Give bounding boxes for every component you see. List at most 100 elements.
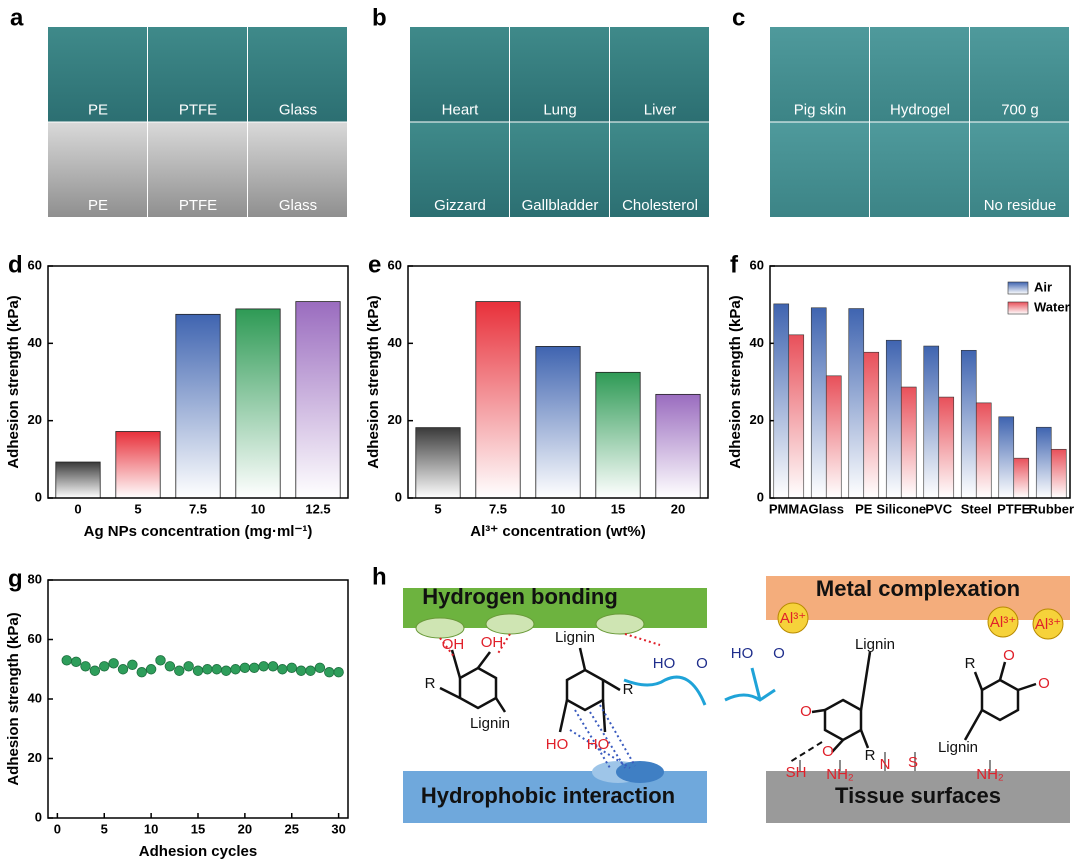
point — [305, 665, 316, 676]
ion: Al³⁺ — [1035, 616, 1061, 633]
y-tick-label: 20 — [388, 412, 402, 427]
point — [192, 665, 204, 676]
group: Lignin — [555, 629, 595, 646]
y-tick-label: 0 — [35, 489, 42, 504]
photo — [248, 122, 347, 217]
bar — [1050, 448, 1067, 499]
y-tick-label: 20 — [28, 750, 42, 765]
diagram: h Hydrogen bonding Metal complexation Hy… — [372, 563, 1070, 823]
x-tick-label: 5 — [434, 501, 441, 516]
bar — [1035, 426, 1052, 499]
x-tick-label: Silicone — [876, 501, 926, 516]
ion: Al³⁺ — [780, 610, 806, 627]
x-tick-label: 0 — [74, 501, 81, 516]
point — [174, 665, 185, 676]
photo — [870, 122, 969, 217]
plot-frame — [407, 265, 709, 499]
photo-caption: Cholesterol — [622, 197, 698, 214]
x-tick-label: PMMA — [769, 501, 809, 516]
x-tick-label: 7.5 — [189, 501, 207, 516]
bar — [938, 396, 955, 499]
photo — [610, 27, 709, 122]
group: Lignin — [470, 715, 510, 732]
bar — [825, 375, 842, 499]
point — [333, 667, 344, 678]
bar — [863, 351, 880, 499]
atom: O — [822, 743, 834, 760]
h-bonds — [439, 633, 661, 659]
atom: OH — [481, 634, 504, 651]
y-tick-label: 40 — [28, 335, 42, 350]
y-axis-label: Adhesion strength (kPa) — [727, 295, 744, 468]
atom: O — [1038, 675, 1050, 692]
photo-caption: Liver — [644, 101, 677, 118]
bar — [415, 427, 461, 499]
point — [108, 658, 119, 669]
point — [202, 664, 213, 675]
point — [99, 661, 110, 672]
x-axis-label: Adhesion cycles — [139, 843, 257, 860]
y-tick-label: 60 — [388, 257, 402, 272]
ellipses — [415, 613, 645, 639]
photo — [610, 122, 709, 217]
x-tick-label: Glass — [809, 501, 844, 516]
photo — [48, 27, 147, 122]
group: SH — [786, 764, 807, 781]
box-title: Hydrophobic interaction — [421, 783, 675, 808]
plot-frame — [769, 265, 1071, 499]
photo-caption: Hydrogel — [890, 101, 950, 118]
y-axis-label: Adhesion strength (kPa) — [5, 295, 22, 468]
panel-label: g — [8, 565, 23, 592]
photo — [870, 27, 969, 122]
x-tick-label: 10 — [551, 501, 565, 516]
x-axis-label: Ag NPs concentration (mg·ml⁻¹) — [84, 523, 313, 540]
photo — [510, 27, 609, 122]
panel-label: d — [8, 251, 23, 278]
point — [314, 662, 326, 673]
photo-caption: Lung — [543, 101, 576, 118]
bar — [235, 308, 281, 499]
point — [155, 655, 166, 666]
x-tick-label: 25 — [285, 821, 299, 836]
box-title: Tissue surfaces — [835, 783, 1001, 808]
plot-frame — [47, 265, 349, 499]
photo-caption: Heart — [442, 101, 480, 118]
bar — [55, 461, 101, 499]
x-tick-label: Steel — [961, 501, 992, 516]
legend-label: Water — [1034, 299, 1070, 314]
photo-caption: PTFE — [179, 101, 217, 118]
y-tick-label: 0 — [35, 809, 42, 824]
photo — [970, 122, 1069, 217]
atom: HO — [731, 645, 754, 662]
bar — [475, 301, 521, 499]
box — [766, 771, 1070, 823]
point — [211, 664, 222, 675]
photo — [248, 27, 347, 122]
photo-caption: PTFE — [179, 197, 217, 214]
ellipse — [616, 761, 664, 783]
point — [127, 659, 138, 670]
y-axis-label: Adhesion strength (kPa) — [5, 612, 22, 785]
atom: HO — [653, 655, 676, 672]
photo-caption: PE — [88, 101, 108, 118]
atom: N — [880, 756, 891, 773]
y-tick-label: 20 — [28, 412, 42, 427]
photo — [770, 122, 869, 217]
photo-caption: Glass — [279, 101, 317, 118]
box — [766, 576, 1070, 620]
legend-swatch — [1007, 281, 1029, 295]
point — [70, 656, 82, 668]
group: Lignin — [855, 636, 895, 653]
bar — [295, 301, 341, 499]
x-tick-label: 0 — [54, 821, 61, 836]
point — [117, 664, 129, 675]
y-tick-label: 60 — [28, 257, 42, 272]
bar — [975, 402, 992, 499]
bond — [789, 741, 823, 763]
y-tick-label: 80 — [28, 571, 42, 586]
y-tick-label: 60 — [750, 257, 764, 272]
point — [267, 661, 279, 672]
bar — [788, 334, 805, 499]
rings — [439, 647, 1037, 753]
group: NH₂ — [826, 766, 854, 783]
